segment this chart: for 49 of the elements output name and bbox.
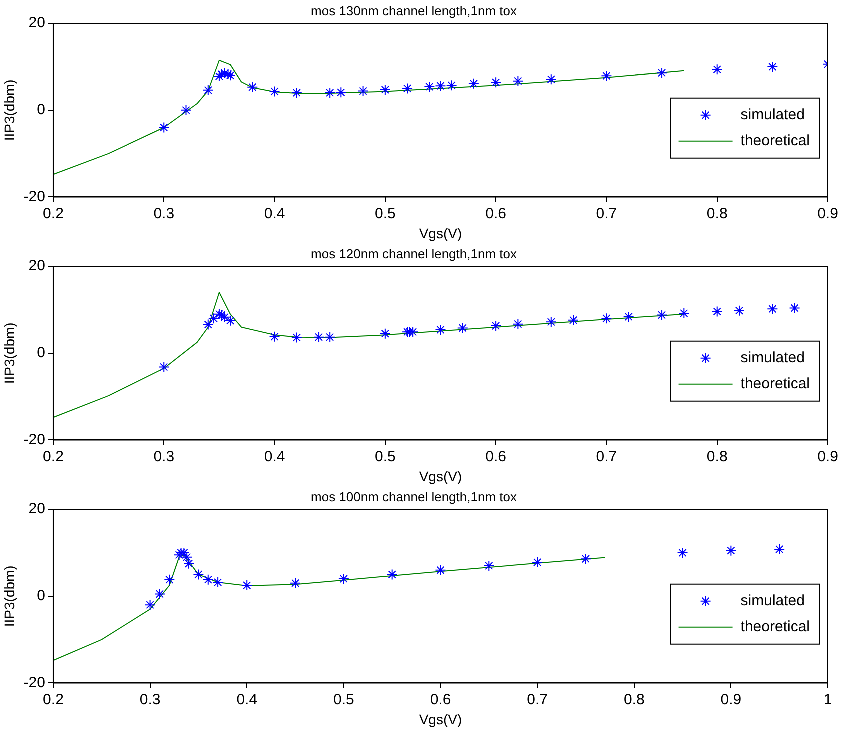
y-tick-label: 0	[37, 344, 46, 362]
y-tick-label: 20	[28, 14, 46, 32]
x-tick-label: 0.6	[486, 448, 506, 466]
x-tick-label: 0.5	[333, 691, 354, 708]
x-tick-label: 0.3	[140, 691, 161, 708]
chart-title: mos 100nm channel length,1nm tox	[311, 489, 518, 504]
x-tick-label: 0.2	[43, 691, 64, 708]
x-axis-title: Vgs(V)	[419, 711, 462, 728]
x-tick-label: 0.4	[264, 205, 286, 222]
x-tick-label: 0.8	[706, 448, 728, 466]
y-tick-label: 0	[37, 102, 46, 119]
y-tick-label: -20	[24, 188, 46, 206]
chart-title: mos 130nm channel length,1nm tox	[311, 3, 518, 18]
x-axis-title: Vgs(V)	[419, 468, 462, 484]
legend-label: simulated	[740, 350, 805, 367]
x-tick-label: 0.9	[818, 205, 838, 222]
x-tick-label: 0.7	[527, 691, 548, 708]
x-tick-label: 0.3	[154, 448, 175, 466]
x-tick-label: 0.4	[264, 448, 286, 466]
x-tick-label: 0.7	[596, 205, 618, 222]
x-tick-label: 0.7	[596, 448, 618, 466]
y-tick-label: 20	[28, 258, 46, 275]
y-tick-label: -20	[24, 674, 46, 692]
x-tick-label: 0.4	[236, 691, 258, 708]
x-tick-label: 1	[824, 691, 832, 708]
y-tick-label: -20	[24, 431, 46, 448]
x-tick-label: 0.5	[374, 205, 396, 222]
y-tick-label: 0	[37, 588, 46, 605]
legend-label: simulated	[740, 592, 805, 610]
y-tick-label: 20	[28, 500, 46, 518]
x-tick-label: 0.2	[43, 448, 64, 466]
legend-label: theoretical	[740, 132, 810, 150]
x-tick-label: 0.6	[486, 205, 506, 222]
x-tick-label: 0.2	[43, 205, 64, 222]
y-axis-title: IIP3(dbm)	[1, 80, 18, 142]
x-tick-label: 0.8	[706, 205, 728, 222]
x-tick-label: 0.9	[818, 448, 838, 466]
x-tick-label: 0.6	[430, 691, 452, 708]
x-axis-title: Vgs(V)	[419, 225, 462, 242]
x-tick-label: 0.8	[624, 691, 645, 708]
y-axis-title: IIP3(dbm)	[1, 322, 18, 384]
x-tick-label: 0.5	[374, 448, 396, 466]
x-tick-label: 0.3	[154, 205, 175, 222]
legend-label: theoretical	[740, 618, 810, 636]
legend-label: theoretical	[740, 376, 810, 393]
x-tick-label: 0.9	[720, 691, 742, 708]
chart-title: mos 120nm channel length,1nm tox	[311, 246, 518, 262]
y-axis-title: IIP3(dbm)	[1, 566, 18, 628]
legend-label: simulated	[740, 106, 805, 124]
